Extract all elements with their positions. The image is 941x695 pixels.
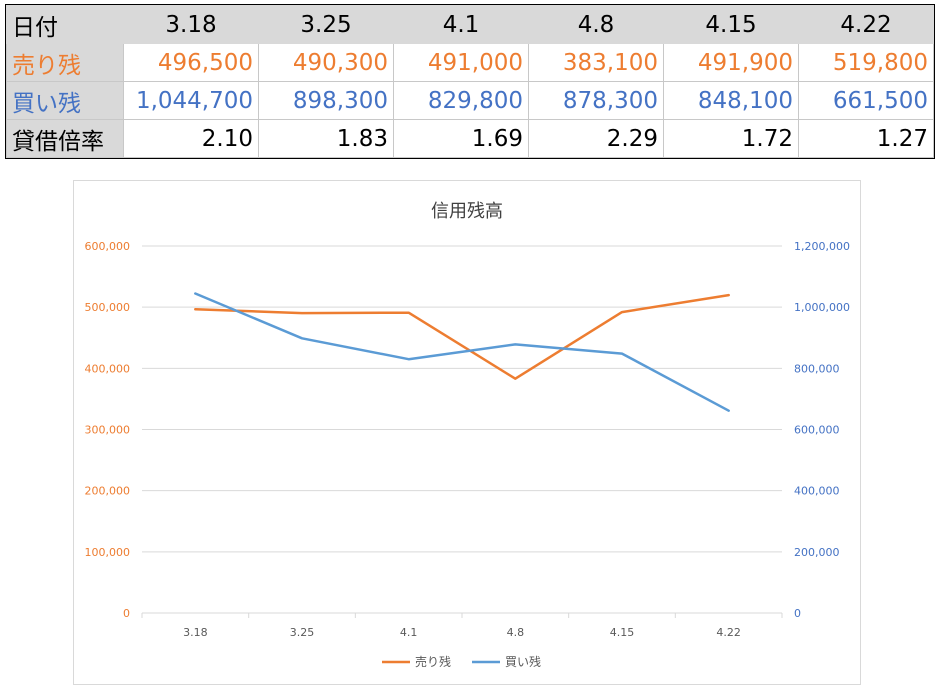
series-line [194, 293, 730, 380]
y-right-tick-label: 800,000 [794, 362, 840, 375]
table-cell: 848,100 [663, 81, 799, 120]
x-tick-label: 4.15 [610, 626, 635, 639]
x-tick-label: 3.25 [290, 626, 315, 639]
series-lines [194, 292, 730, 412]
axes: 0 0 100,000 200,000 200,000 400,000 300,000 600… [85, 240, 850, 639]
table-cell: 661,500 [798, 81, 934, 120]
y-left-tick-label: 600,000 [85, 240, 131, 253]
y-left-tick-label: 100,000 [85, 546, 131, 559]
table-row-lending-ratio: 貸借倍率 2.10 1.83 1.69 2.29 1.72 1.27 [6, 119, 934, 158]
y-left-tick-label: 200,000 [85, 485, 131, 498]
date-cell: 4.22 [798, 5, 934, 44]
series-line [194, 292, 730, 412]
table-cell: 1.72 [663, 119, 799, 158]
x-tick-label: 3.18 [183, 626, 208, 639]
table-cell: 491,900 [663, 43, 799, 82]
y-right-tick-label: 0 [794, 607, 801, 620]
table-header-row: 日付 3.18 3.25 4.1 4.8 4.15 4.22 [6, 5, 934, 44]
table-cell: 829,800 [393, 81, 529, 120]
table-cell: 878,300 [528, 81, 664, 120]
row-label: 貸借倍率 [6, 119, 124, 158]
y-right-tick-label: 400,000 [794, 485, 840, 498]
date-cell: 3.18 [123, 5, 259, 44]
row-label: 売り残 [6, 43, 124, 82]
table-cell: 898,300 [258, 81, 394, 120]
table-cell: 1.83 [258, 119, 394, 158]
date-cell: 4.15 [663, 5, 799, 44]
chart-area: 信用残高 0 0 100,000 200,000 200,000 400,000 300,0… [73, 180, 861, 685]
date-cell: 4.1 [393, 5, 529, 44]
table-cell: 491,000 [393, 43, 529, 82]
table-cell: 2.10 [123, 119, 259, 158]
y-right-tick-label: 1,200,000 [794, 240, 850, 253]
table-cell: 2.29 [528, 119, 664, 158]
chart-title: 信用残高 [431, 201, 503, 222]
legend-label: 買い残 [505, 655, 541, 669]
table-cell: 1,044,700 [123, 81, 259, 120]
table-cell: 490,300 [258, 43, 394, 82]
y-left-tick-label: 400,000 [85, 362, 131, 375]
line-chart: 信用残高 0 0 100,000 200,000 200,000 400,000 300,0… [85, 201, 850, 669]
header-label-cell: 日付 [6, 5, 124, 44]
table-row-sell-balance: 売り残 496,500 490,300 491,000 383,100 491,… [6, 43, 934, 82]
x-tick-label: 4.1 [400, 626, 418, 639]
table-row-buy-balance: 買い残 1,044,700 898,300 829,800 878,300 84… [6, 81, 934, 120]
gridlines [142, 245, 782, 553]
y-left-tick-label: 300,000 [85, 424, 131, 437]
legend: 売り残 買い残 [382, 654, 541, 669]
table-cell: 1.27 [798, 119, 934, 158]
y-left-tick-label: 500,000 [85, 301, 131, 314]
y-right-tick-label: 200,000 [794, 546, 840, 559]
row-label: 買い残 [6, 81, 124, 120]
date-cell: 3.25 [258, 5, 394, 44]
y-right-tick-label: 1,000,000 [794, 301, 850, 314]
y-left-tick-label: 0 [123, 607, 130, 620]
table-cell: 383,100 [528, 43, 664, 82]
legend-label: 売り残 [415, 654, 451, 669]
x-tick-label: 4.22 [716, 626, 741, 639]
credit-balance-table: 日付 3.18 3.25 4.1 4.8 4.15 4.22 売り残 496,5… [5, 4, 935, 159]
x-tick-label: 4.8 [507, 626, 525, 639]
table-cell: 496,500 [123, 43, 259, 82]
y-right-tick-label: 600,000 [794, 424, 840, 437]
date-cell: 4.8 [528, 5, 664, 44]
table-cell: 1.69 [393, 119, 529, 158]
table-cell: 519,800 [798, 43, 934, 82]
